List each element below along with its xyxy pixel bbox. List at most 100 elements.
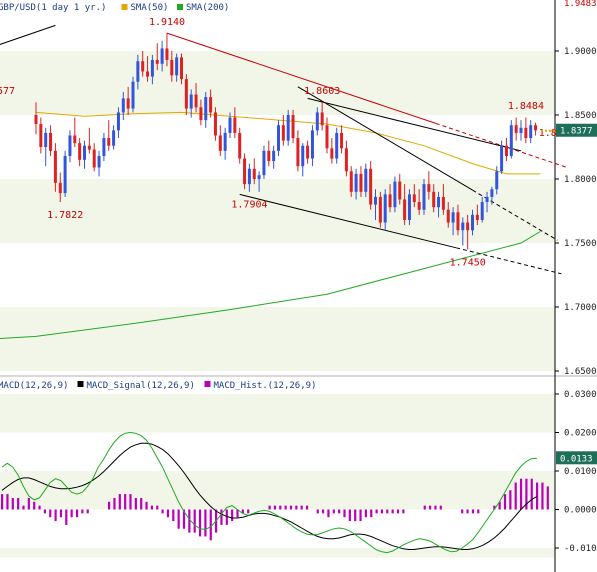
macd-hist-bar [268, 505, 271, 510]
macd-hist-bar [461, 509, 464, 514]
candle-body [34, 115, 38, 124]
sma50-line [35, 111, 541, 175]
macd-legend-label: MACD_Hist.(12,26,9) [214, 381, 317, 391]
candle-body [349, 171, 353, 192]
macd-hist-bar [177, 509, 180, 529]
candle-body [291, 115, 295, 139]
candle-body [83, 145, 86, 160]
candle-body [388, 194, 392, 208]
candle-body [495, 171, 499, 190]
macd-hist-bar [182, 509, 186, 529]
macd-hist-bar [27, 497, 30, 510]
macd-hist-bar [43, 509, 46, 514]
macd-y-ticks: 0.0300 0.0200 0.0100 0.0000 -0.0100 [555, 390, 597, 554]
y-tick-label: 1.9000 [564, 47, 597, 57]
macd-hist-bar [11, 497, 14, 510]
sma200-line [0, 231, 541, 340]
macd-hist-bar [343, 509, 346, 518]
candle-body [112, 130, 116, 146]
macd-hist-bar [434, 505, 437, 510]
macd-hist-bar [396, 509, 400, 514]
price-band [0, 179, 555, 243]
macd-hist-bar [150, 505, 153, 510]
macd-hist-bar [241, 509, 244, 514]
candle-body [213, 112, 217, 136]
macd-hist-bar [530, 478, 533, 510]
candle-body [49, 132, 53, 151]
price-grid-bands [0, 51, 555, 371]
candle-body [461, 222, 465, 231]
macd-hist-bar [22, 505, 25, 510]
macd-hist-bar [17, 497, 20, 510]
candle-body [44, 132, 48, 147]
macd-hist-bar [536, 482, 539, 510]
candle-body [53, 150, 57, 183]
macd-hist-bar [386, 509, 389, 514]
candle-body [87, 145, 91, 150]
candle-body [451, 212, 455, 223]
last-price-value: 1.8377 [560, 127, 593, 137]
legend-swatch [121, 4, 128, 10]
candle-body [160, 48, 164, 64]
candle-body [378, 196, 382, 223]
candle-body [180, 57, 183, 80]
macd-hist-bar [198, 509, 202, 537]
macd-hist-bar [145, 501, 148, 510]
macd-hist-bar [161, 509, 164, 514]
price-band [0, 51, 555, 115]
candle-body [131, 81, 135, 109]
candle-body [500, 145, 504, 172]
macd-band [0, 548, 555, 558]
macd-hist-bar [359, 509, 362, 522]
macd-hist-bar [49, 509, 52, 518]
candle-body [369, 168, 373, 205]
macd-hist-bar [439, 505, 442, 510]
macd-hist-bar [33, 501, 36, 510]
candle-body [68, 135, 72, 156]
candle-body [359, 173, 363, 192]
macd-hist-bar [493, 505, 496, 510]
price-annotation: 1.8603 [304, 86, 340, 97]
candle-body [480, 202, 484, 220]
macd-hist-bar [193, 509, 196, 533]
candle-body [393, 181, 397, 208]
candle-body [524, 127, 528, 139]
macd-hist-bar [134, 497, 137, 510]
candle-body [490, 189, 494, 197]
macd-hist-bar [6, 494, 9, 510]
macd-hist-bar [284, 505, 287, 510]
macd-hist-bar [546, 486, 549, 510]
macd-hist-bar [348, 509, 351, 522]
macd-hist-bar [305, 505, 309, 510]
macd-tick-label: 0.0100 [564, 467, 597, 477]
trend-line-ext-1 [435, 122, 567, 168]
legend-label: SMA(200) [186, 3, 229, 13]
candle-body [252, 168, 256, 179]
candle-body [471, 214, 474, 231]
candle-body [422, 184, 426, 210]
candle-body [403, 199, 407, 220]
candle-body [126, 98, 130, 109]
macd-hist-bar [525, 478, 528, 510]
candle-body [63, 155, 67, 194]
macd-hist-bar [38, 505, 41, 510]
macd-hist-bar [402, 509, 405, 514]
price-band [0, 243, 555, 307]
macd-last-tag [556, 451, 597, 465]
candle-body [170, 59, 174, 76]
macd-hist-bar [209, 509, 212, 541]
candle-body [354, 173, 358, 192]
price-annotation: 1.8484 [508, 101, 544, 112]
macd-hist-bar [220, 509, 223, 525]
macd-hist-bar [519, 478, 523, 510]
macd-hist-bar [81, 509, 84, 514]
candle-body [194, 94, 198, 108]
macd-hist-bar [279, 505, 282, 510]
candle-body [277, 125, 280, 151]
candle-body [475, 214, 479, 220]
macd-band [0, 432, 555, 471]
trend-line-2 [307, 97, 522, 152]
price-band [0, 307, 555, 371]
